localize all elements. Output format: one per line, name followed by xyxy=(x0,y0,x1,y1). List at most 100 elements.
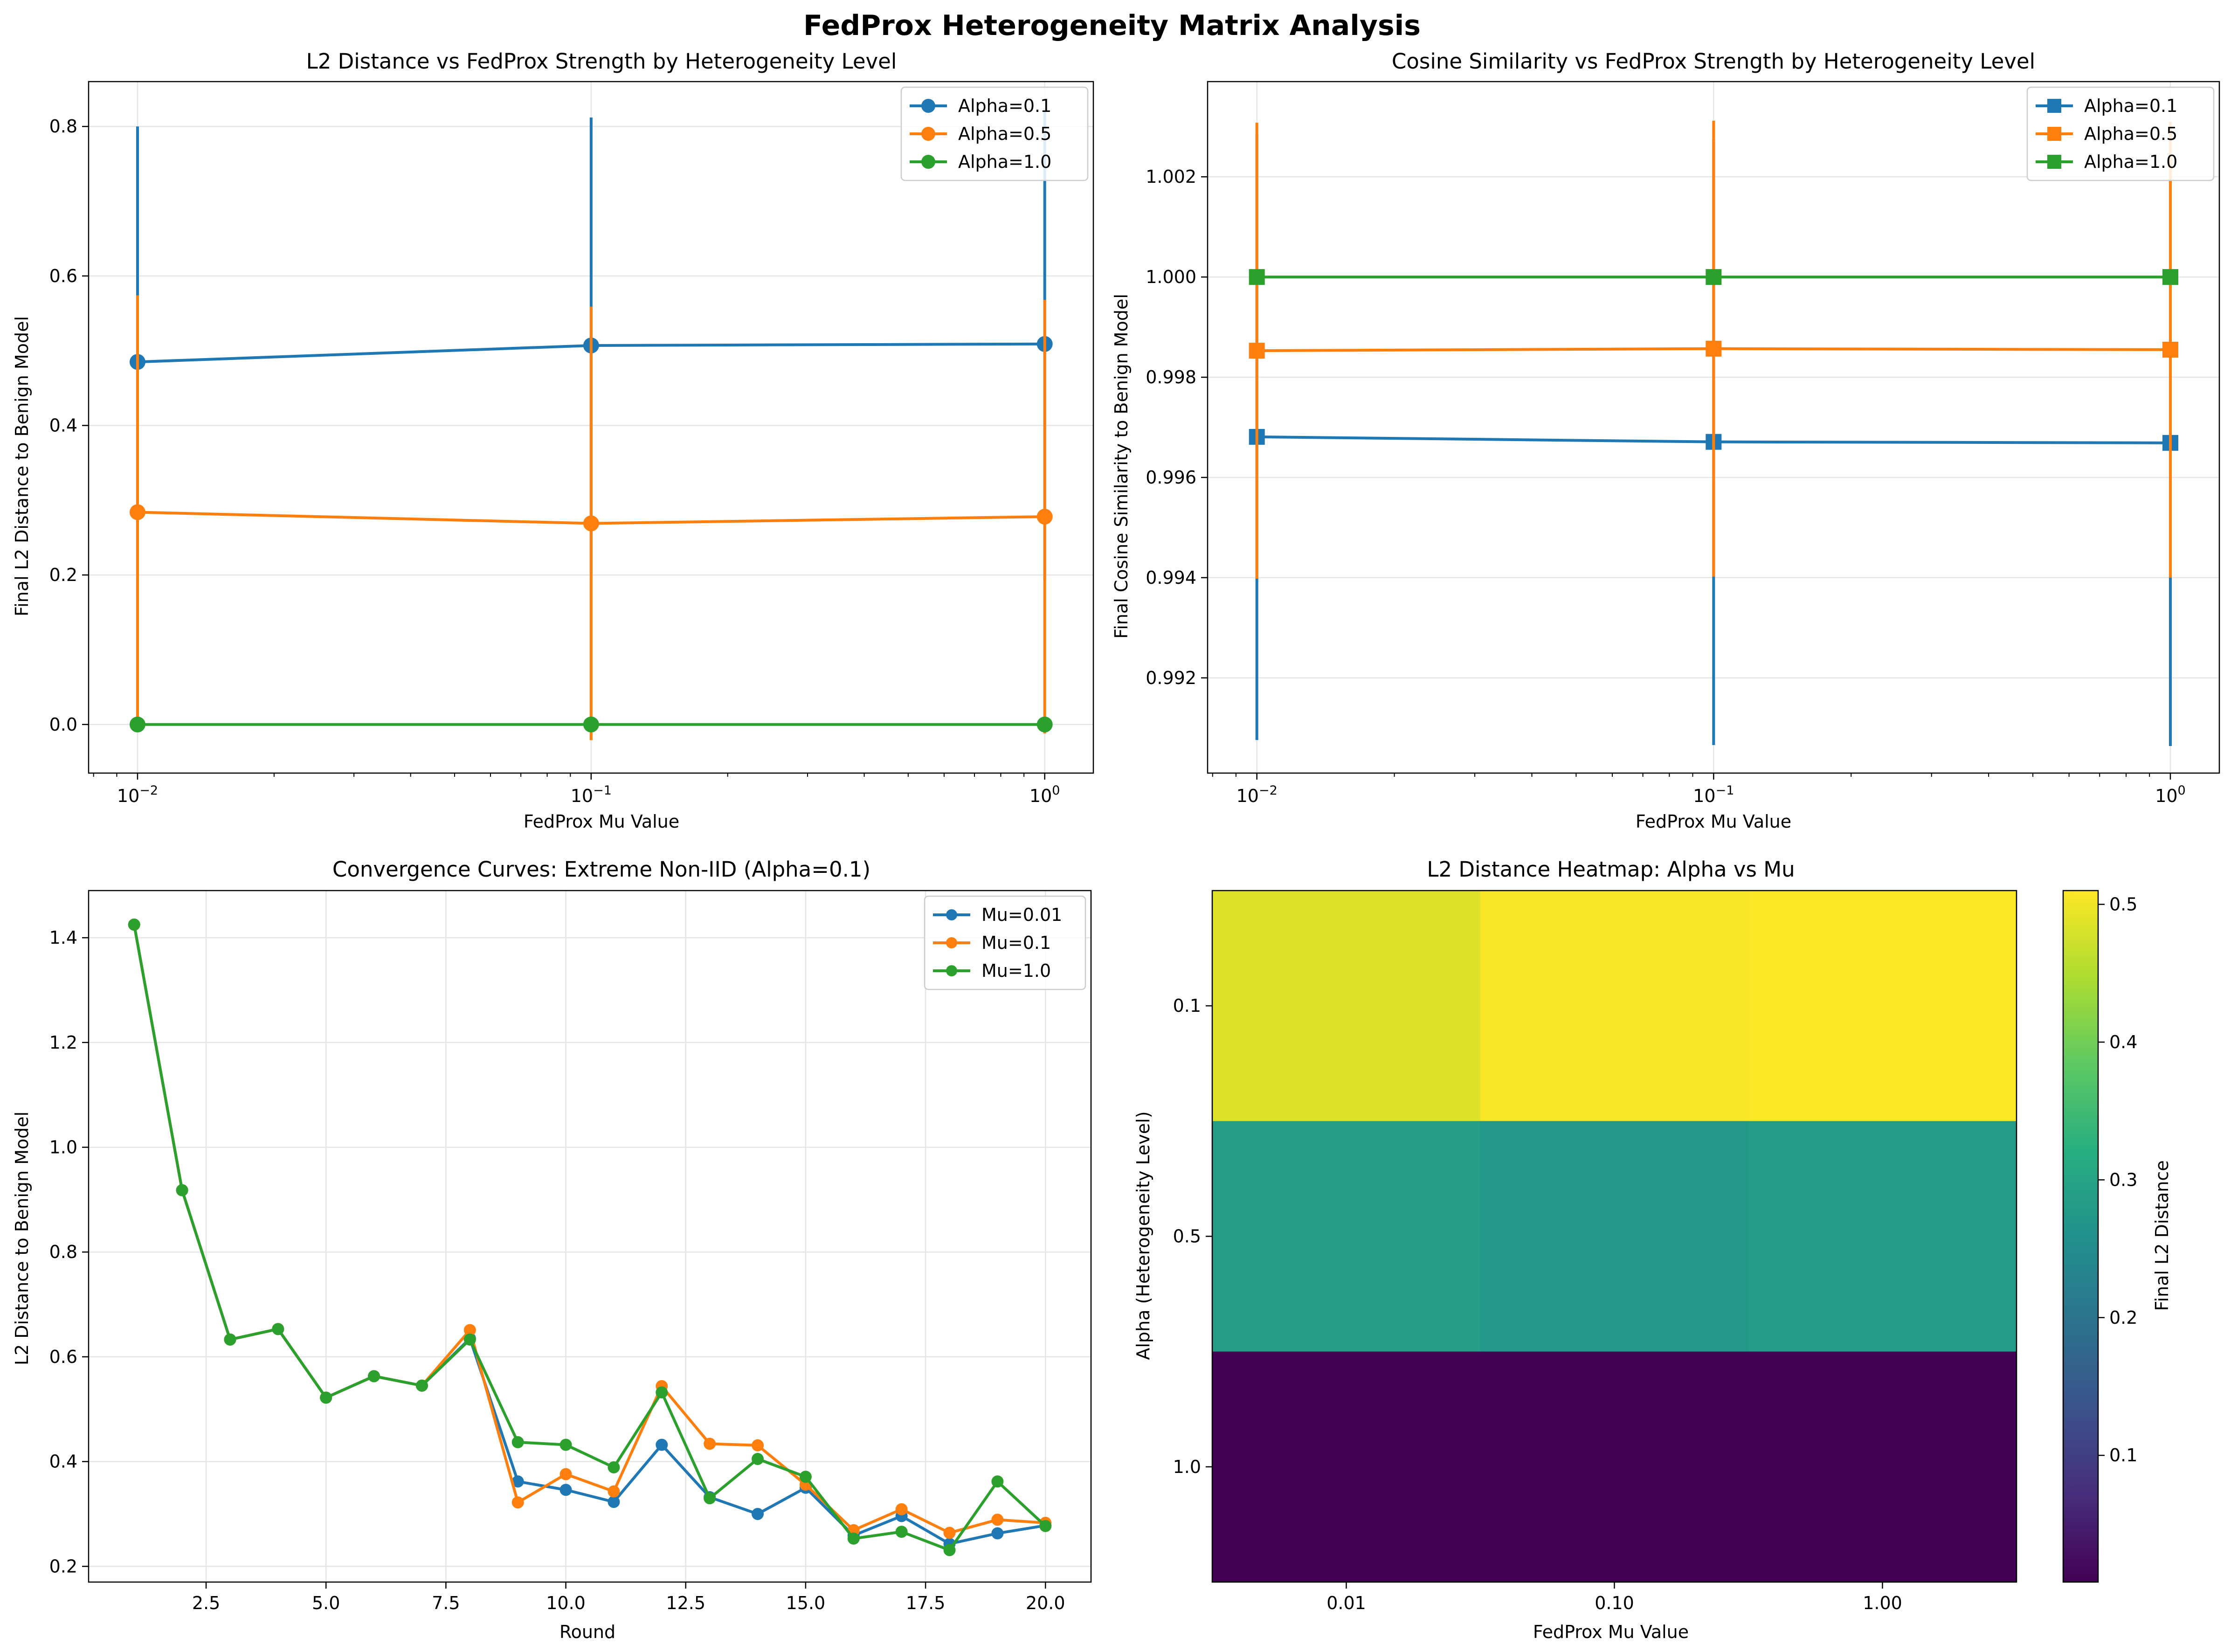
series-line xyxy=(132,924,1047,1552)
legend-label: Alpha=0.5 xyxy=(958,124,1051,144)
legend-box xyxy=(924,895,1086,990)
x-tick-label: 10−2 xyxy=(117,783,158,806)
heatmap-cell xyxy=(1480,891,1749,1121)
data-point xyxy=(511,1436,524,1449)
y-axis-label: Final Cosine Similarity to Benign Model xyxy=(1111,294,1132,639)
y-tick-label: 0.6 xyxy=(49,266,77,286)
legend-box xyxy=(2026,86,2215,181)
heatmap-cell xyxy=(1212,1351,1481,1583)
legend-label: Alpha=1.0 xyxy=(958,152,1051,172)
data-point xyxy=(1036,716,1053,733)
data-point xyxy=(224,1333,236,1346)
data-point xyxy=(752,1507,764,1520)
data-point xyxy=(991,1475,1004,1488)
data-point xyxy=(583,716,599,733)
data-point xyxy=(1039,1520,1052,1532)
y-tick-label: 0.998 xyxy=(1146,367,1196,387)
legend-label: Alpha=0.1 xyxy=(2084,96,2177,116)
y-tick-label: 0.2 xyxy=(49,565,77,585)
data-point xyxy=(1036,509,1053,525)
data-point xyxy=(608,1496,620,1508)
x-axis-label: FedProx Mu Value xyxy=(1533,1622,1689,1642)
data-point xyxy=(608,1485,620,1498)
data-point xyxy=(320,1391,332,1404)
data-point xyxy=(895,1503,908,1515)
y-tick-label: 0.2 xyxy=(49,1556,77,1576)
heatmap-cell xyxy=(1748,1121,2017,1352)
colorbar-frame xyxy=(2062,890,2099,1583)
data-point xyxy=(943,1544,956,1556)
y-axis-label: L2 Distance to Benign Model xyxy=(12,1112,32,1365)
x-axis-label: FedProx Mu Value xyxy=(524,811,679,832)
data-point xyxy=(559,1438,572,1451)
panel-convergence-curves: Convergence Curves: Extreme Non-IID (Alp… xyxy=(12,857,1092,1642)
x-axis-label: FedProx Mu Value xyxy=(1636,811,1791,832)
panel-title: Cosine Similarity vs FedProx Strength by… xyxy=(1392,49,2035,74)
y-tick-label: 1.0 xyxy=(49,1137,77,1158)
legend-marker xyxy=(921,99,935,113)
y-tick-label: 0.996 xyxy=(1146,467,1196,488)
y-tick-label: 1.002 xyxy=(1146,166,1196,187)
y-tick-label: 0.8 xyxy=(49,116,77,137)
data-point xyxy=(895,1526,908,1538)
x-tick-label: 100 xyxy=(1029,783,1060,806)
legend-label: Mu=1.0 xyxy=(981,961,1051,981)
data-point xyxy=(559,1468,572,1480)
data-point xyxy=(463,1324,476,1336)
data-point xyxy=(176,1184,188,1196)
data-point xyxy=(752,1439,764,1452)
x-tick-label: 10−1 xyxy=(571,783,612,806)
plot-frame xyxy=(88,81,1094,774)
panel-title: L2 Distance Heatmap: Alpha vs Mu xyxy=(1427,857,1795,882)
x-tick-label: 2.5 xyxy=(192,1593,220,1613)
data-point xyxy=(799,1471,812,1483)
y-tick-label: 1.4 xyxy=(49,927,77,948)
colorbar-tick-label: 0.5 xyxy=(2109,894,2137,915)
x-tick-label: 100 xyxy=(2155,783,2186,806)
y-tick-label: 0.1 xyxy=(1173,995,1201,1016)
heatmap-cell xyxy=(1480,1121,1749,1352)
data-point xyxy=(752,1452,764,1465)
data-point xyxy=(129,716,145,733)
legend-marker xyxy=(2047,127,2061,141)
y-tick-label: 0.992 xyxy=(1146,668,1196,688)
colorbar-tick-label: 0.2 xyxy=(2109,1307,2137,1328)
data-point xyxy=(1706,340,1722,357)
colorbar-tick-label: 0.3 xyxy=(2109,1169,2137,1190)
legend-box xyxy=(900,86,1089,181)
x-axis-label: Round xyxy=(559,1622,615,1642)
data-point xyxy=(2162,341,2178,358)
data-point xyxy=(368,1370,380,1382)
legend-marker xyxy=(921,155,935,169)
data-point xyxy=(656,1438,668,1451)
plot-frame xyxy=(1207,81,2220,774)
series-line xyxy=(132,924,1046,1545)
y-axis-label: Final L2 Distance to Benign Model xyxy=(12,316,32,616)
data-point xyxy=(704,1492,716,1505)
data-point xyxy=(415,1379,428,1392)
y-axis-label: Alpha (Heterogeneity Level) xyxy=(1133,1111,1153,1360)
y-tick-label: 0.4 xyxy=(49,415,77,435)
colorbar-label: Final L2 Distance xyxy=(2152,1160,2172,1311)
x-tick-label: 1.00 xyxy=(1863,1593,1902,1613)
panel-title: L2 Distance vs FedProx Strength by Heter… xyxy=(306,49,897,74)
data-point xyxy=(943,1527,956,1539)
x-tick-label: 10.0 xyxy=(546,1593,586,1613)
heatmap-cell xyxy=(1748,1351,2017,1583)
heatmap-cell xyxy=(1748,891,2017,1121)
data-point xyxy=(608,1461,620,1473)
data-point xyxy=(559,1484,572,1496)
y-tick-label: 0.5 xyxy=(1173,1226,1201,1247)
y-tick-label: 0.994 xyxy=(1146,567,1196,588)
panel-l2-distance: L2 Distance vs FedProx Strength by Heter… xyxy=(12,49,1094,832)
data-point xyxy=(128,919,140,931)
data-point xyxy=(847,1532,860,1545)
x-tick-label: 10−1 xyxy=(1693,783,1734,806)
x-tick-label: 5.0 xyxy=(312,1593,340,1613)
legend-label: Alpha=0.1 xyxy=(958,96,1051,116)
series-line xyxy=(132,924,1046,1534)
x-tick-label: 0.10 xyxy=(1595,1593,1634,1613)
data-point xyxy=(272,1323,284,1335)
legend-marker xyxy=(946,937,957,948)
